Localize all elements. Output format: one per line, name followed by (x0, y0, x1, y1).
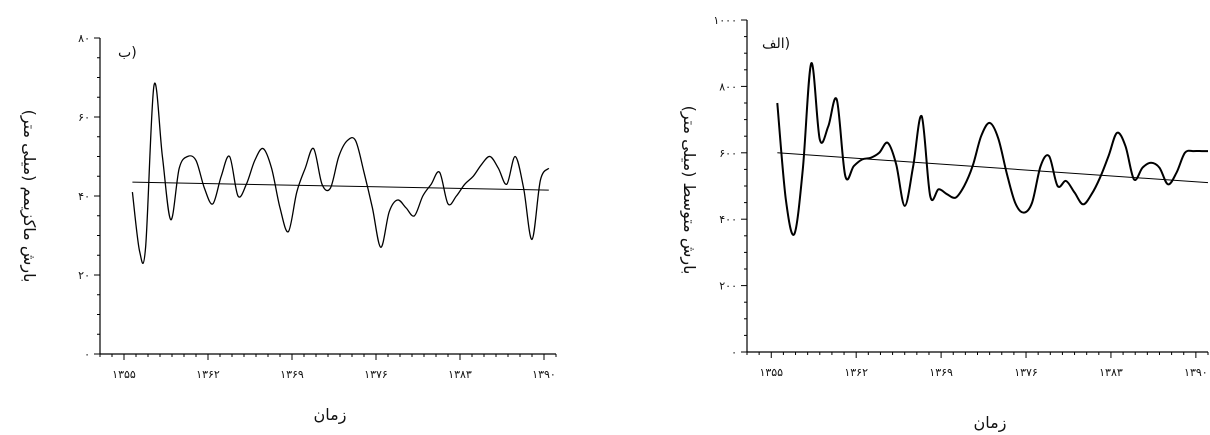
x-axis-title: زمان (314, 405, 347, 425)
y-tick-label: ۱۰۰۰ (713, 14, 737, 27)
x-axis-title: زمان (974, 413, 1007, 433)
series-group (776, 62, 1209, 236)
x-tick-label: ۱۳۶۲ (196, 368, 220, 381)
x-tick-label: ۱۳۸۳ (448, 368, 472, 381)
y-tick-label: ۸۰۰ (719, 80, 737, 93)
y-tick-label: ۲۰۰ (719, 280, 737, 293)
x-tick-label: ۱۳۹۰ (1184, 366, 1208, 379)
panel-label: ب) (118, 45, 137, 61)
y-axis-title: بارش متوسط (میلی متر) (679, 106, 699, 275)
maximum-precipitation-chart: ب) زمان بارش ماکزیمم (میلی متر) ۰ ۲۰ ۴۰ ۶۰ ۸… (19, 32, 557, 425)
y-tick-label: ۴۰۰ (719, 213, 737, 226)
x-tick-label: ۱۳۶۹ (280, 368, 304, 381)
y-tick-label: ۸۰ (78, 32, 90, 45)
x-tick-label: ۱۳۵۵ (112, 368, 136, 381)
panel-label: الف) (762, 36, 790, 52)
x-tick-label: ۱۳۸۳ (1099, 366, 1123, 379)
x-tick-label: ۱۳۹۰ (532, 368, 556, 381)
precipitation-line (131, 82, 550, 264)
axis-ticks: ۰ ۲۰۰ ۴۰۰ ۶۰۰ ۸۰۰ ۱۰۰۰ ۱۳۵۵ ۱۳۶۲ ۱۳۶۹ ۱۳۷۶ ۱۳۸۳ ۱۳۹… (713, 14, 1209, 379)
x-tick-label: ۱۳۵۵ (759, 366, 783, 379)
trend-line (132, 181, 549, 191)
y-tick-label: ۰ (731, 346, 737, 359)
y-tick-label: ۰ (84, 348, 90, 361)
y-axis-title: بارش ماکزیمم (میلی متر) (19, 110, 39, 283)
x-tick-label: ۱۳۷۶ (1014, 366, 1038, 379)
axis-ticks: ۰ ۲۰ ۴۰ ۶۰ ۸۰ ۱۳۵۵ ۱۳۶۲ ۱۳۶۹ ۱۳۷۶ ۱۳۸۳ ۱۳۹۰ (78, 32, 557, 381)
y-tick-label: ۶۰ (78, 111, 90, 124)
series-group (131, 82, 550, 264)
y-tick-label: ۴۰ (78, 190, 90, 203)
x-tick-label: ۱۳۷۶ (364, 368, 388, 381)
mean-precipitation-chart: الف) زمان بارش متوسط (میلی متر) ۰ ۲۰۰ ۴۰۰ ۶… (679, 14, 1209, 433)
trend-line (777, 152, 1209, 184)
precipitation-line (776, 62, 1208, 236)
x-tick-label: ۱۳۶۹ (929, 366, 953, 379)
y-tick-label: ۲۰ (78, 269, 90, 282)
y-tick-label: ۶۰۰ (719, 147, 737, 160)
x-tick-label: ۱۳۶۲ (844, 366, 868, 379)
